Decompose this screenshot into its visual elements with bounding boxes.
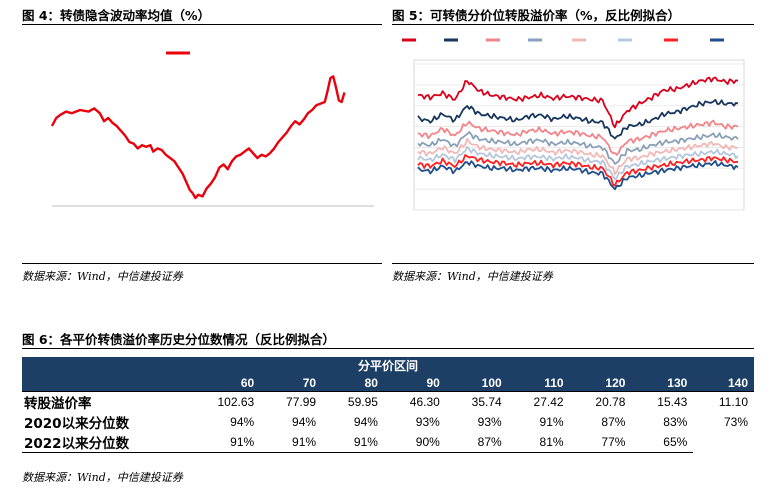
fig4-series-line — [50, 75, 346, 200]
fig5-chart — [402, 38, 745, 211]
fig6-source: 数据来源：Wind，中信建投证券 — [22, 471, 183, 484]
table-row: 转股溢价率 102.63 77.99 59.95 46.30 35.74 27.42 20.7… — [22, 391, 754, 412]
fig5-series-line-110 — [417, 145, 739, 181]
fig6-group-header: 分平价区间 — [357, 359, 418, 373]
fig6-cell: 91% — [322, 432, 384, 453]
fig6-cell: 91% — [260, 432, 323, 453]
fig6-column-header: 60 — [240, 375, 255, 390]
fig4-title-rule — [22, 24, 382, 25]
fig6-column-header: 130 — [667, 375, 688, 390]
fig5-title-rule — [392, 24, 754, 25]
fig6-row-label: 2020以来分位数 — [24, 416, 130, 432]
fig6-cell: 91% — [188, 432, 261, 453]
fig6-cell: 94% — [353, 415, 378, 429]
fig6-column-header: 110 — [544, 375, 564, 390]
fig6-table: 分平价区间 60 70 80 90 100 110 120 130 140 转股溢价率 102.6… — [22, 357, 754, 453]
fig5-series-line-60 — [417, 76, 739, 129]
fig6-cell: 91% — [539, 415, 564, 429]
fig6-cell: 87% — [601, 415, 626, 429]
fig4-source: 数据来源：Wind，中信建投证券 — [22, 270, 183, 283]
fig6-cell: 90% — [383, 432, 446, 453]
fig6-cell: 59.95 — [322, 391, 384, 412]
fig4-title: 图 4：转债隐含波动率均值（%） — [22, 8, 211, 23]
fig6-cell: 93% — [477, 415, 502, 429]
fig6-row-label: 转股溢价率 — [22, 391, 189, 412]
fig6-cell: 27.42 — [507, 391, 570, 412]
fig6-cell: 46.30 — [383, 391, 446, 412]
fig6-title: 图 6：各平价转债溢价率历史分位数情况（反比例拟合） — [22, 332, 336, 347]
fig6-corner-cell — [22, 374, 188, 392]
fig6-row-label: 2022以来分位数 — [22, 432, 189, 453]
fig6-title-rule — [22, 348, 754, 349]
fig5-source-rule — [392, 263, 754, 264]
fig6-cell: 73% — [723, 415, 748, 429]
fig6-column-header: 70 — [302, 375, 317, 390]
fig6-column-header: 120 — [605, 375, 626, 390]
fig6-column-header: 80 — [364, 375, 378, 390]
fig6-cell: 87% — [445, 432, 508, 453]
fig6-table-wrap: 分平价区间 60 70 80 90 100 110 120 130 140 转股溢价率 102.6… — [22, 357, 754, 453]
fig6-cell: 94% — [292, 415, 317, 429]
fig5-title: 图 5：可转债分价位转股溢价率（%，反比例拟合） — [392, 8, 681, 23]
fig6-cell: 20.78 — [569, 391, 632, 412]
fig5-series-line-90 — [417, 131, 739, 165]
fig5-series-line-70 — [417, 98, 739, 140]
fig6-cell: 77% — [569, 432, 632, 453]
fig4-chart — [50, 51, 374, 207]
fig6-cell: 83% — [663, 415, 688, 429]
fig6-cell: 65% — [631, 432, 694, 453]
fig6-cell: 15.43 — [631, 391, 694, 412]
fig5-series-line-80 — [417, 119, 739, 156]
fig4-source-rule — [22, 263, 382, 264]
fig5-series-line-130 — [417, 159, 739, 191]
fig6-cell: 93% — [415, 415, 440, 429]
fig5-series-line-100 — [417, 138, 739, 176]
fig6-column-header: 100 — [481, 375, 502, 390]
fig6-cell: 81% — [507, 432, 570, 453]
fig5-source: 数据来源：Wind，中信建投证券 — [392, 270, 553, 283]
fig6-cell: 77.99 — [260, 391, 323, 412]
fig6-cell: 35.74 — [445, 391, 508, 412]
fig6-group-header-row: 分平价区间 — [22, 357, 754, 374]
fig6-cell: 11.10 — [693, 391, 754, 412]
table-row: 2020以来分位数 94% 94% 94% 93% 93% 91% 87% 83% 73% — [22, 412, 754, 432]
fig5-series-line-120 — [417, 154, 739, 187]
fig6-column-header-row: 60 70 80 90 100 110 120 130 140 — [22, 374, 754, 392]
fig6-column-header: 90 — [426, 375, 440, 390]
table-row: 2022以来分位数 91% 91% 91% 90% 87% 81% 77% 65% — [22, 432, 754, 453]
fig6-cell: 94% — [230, 415, 255, 429]
fig6-cell: 102.63 — [188, 391, 261, 412]
fig6-column-header: 140 — [727, 375, 748, 390]
